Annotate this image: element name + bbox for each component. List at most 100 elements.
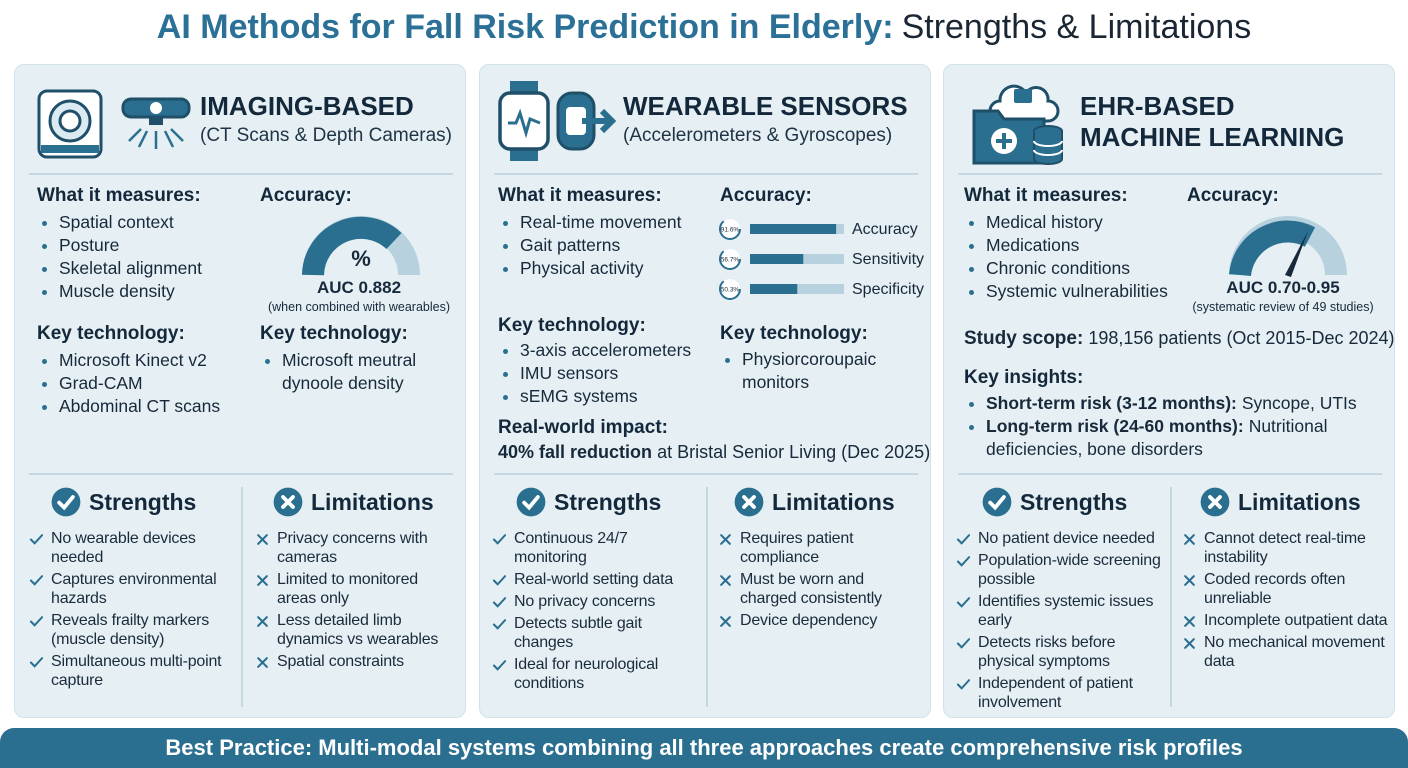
metric-label: 50.3% [721, 287, 740, 294]
icon-stroke [492, 597, 507, 608]
bullet [503, 221, 508, 226]
icon-stroke [956, 638, 971, 649]
icon-stroke [956, 597, 971, 608]
check-icon [956, 556, 971, 567]
section-heading: What it measures: [37, 185, 201, 206]
item-text: No privacy concerns [514, 593, 656, 610]
strengths-heading: Strengths [51, 487, 196, 517]
section-heading: Accuracy: [1187, 185, 1279, 206]
list-item: Identifies systemic issues early [954, 592, 1168, 630]
check-icon [982, 487, 1012, 517]
section-heading: Real-world impact: [498, 417, 668, 438]
list-item: Continuous 24/7 monitoring [490, 529, 702, 567]
limitations-heading: Limitations [1200, 487, 1361, 517]
check-icon [492, 660, 507, 671]
bullet [42, 221, 47, 226]
list-item: No mechanical movement data [1180, 633, 1390, 671]
icon-stroke [29, 534, 44, 545]
bullet [503, 349, 508, 354]
cross-icon [720, 616, 731, 627]
icon-stroke [492, 575, 507, 586]
icon-stroke [956, 679, 971, 690]
list-item: Spatial constraints [253, 652, 458, 671]
heading-text: Strengths [1020, 488, 1128, 515]
list: 3-axis accelerometers IMU sensors sEMG sys… [498, 339, 708, 408]
metric-label: 91.6% [721, 227, 740, 234]
list-item: Medical history [964, 211, 1184, 234]
scope-text: 198,156 patients (Oct 2015-Dec 2024) [1088, 328, 1395, 348]
divider [958, 473, 1382, 475]
bullet [503, 372, 508, 377]
icon-stroke [1184, 638, 1195, 649]
bullet [969, 402, 974, 407]
panel-title: EHR-BASED MACHINE LEARNING [1080, 91, 1345, 152]
metric-bar [750, 284, 798, 294]
check-icon [492, 597, 507, 608]
list: Short-term risk (3-12 months): Syncope, U… [964, 392, 1384, 461]
item-text: Identifies systemic issues early [978, 593, 1154, 629]
check-icon [29, 534, 44, 545]
bullet [42, 244, 47, 249]
accuracy-label: AUC 0.882 [316, 278, 402, 297]
metric-name: Accuracy [852, 221, 918, 238]
divider [29, 173, 453, 175]
list-item: Coded records often unreliable [1180, 570, 1390, 608]
icon-stroke [1184, 616, 1195, 627]
item-text: Independent of patient involvement [978, 675, 1133, 711]
bullet [969, 290, 974, 295]
divider [494, 473, 918, 475]
list: Medical history Medications Chronic condit… [964, 211, 1184, 303]
strengths-heading: Strengths [516, 487, 661, 517]
item-text: Chronic conditions [986, 258, 1130, 278]
cross-icon [1184, 575, 1195, 586]
item-text: Population-wide screening possible [978, 552, 1161, 588]
item-text: Physiorcoroupaic monitors [742, 349, 877, 392]
cross-icon [1184, 638, 1195, 649]
limitations-heading: Limitations [273, 487, 434, 517]
bullet [42, 267, 47, 272]
item-text: Reveals frailty markers (muscle density) [51, 612, 210, 648]
check-icon [516, 487, 546, 517]
icon-stroke [492, 660, 507, 671]
list-item: Real-world setting data [490, 570, 702, 589]
bullet [503, 395, 508, 400]
title: AI Methods for Fall Risk Prediction in E… [0, 8, 1408, 47]
gauge [1229, 216, 1347, 277]
item-text: Posture [59, 235, 120, 255]
icon-circle [982, 487, 1012, 517]
icon-stroke [492, 619, 507, 630]
icon-stroke [257, 616, 268, 627]
icon-stroke [956, 534, 971, 545]
gauge-symbol: % [351, 246, 371, 271]
metric-badge [719, 278, 741, 300]
check-icon [29, 575, 44, 586]
bullet [265, 359, 270, 364]
icon-stroke [281, 495, 295, 509]
list-item: Spatial context [37, 211, 247, 234]
section-heading: What it measures: [498, 185, 662, 206]
item-text: Incomplete outpatient data [1204, 612, 1388, 629]
list: Microsoft meutral dynoole density [260, 349, 440, 395]
list-item: IMU sensors [498, 362, 708, 385]
icon-stroke [257, 575, 268, 586]
check-icon [492, 575, 507, 586]
list-item: Incomplete outpatient data [1180, 611, 1390, 630]
check-icon [492, 619, 507, 630]
item-text: sEMG systems [520, 386, 638, 406]
list-item: Must be worn and charged consistently [716, 570, 921, 608]
list-item: Real-time movement [498, 211, 708, 234]
list-item: Privacy concerns with cameras [253, 529, 458, 567]
icon-stroke [29, 657, 44, 668]
item-text: Skeletal alignment [59, 258, 202, 278]
list: Continuous 24/7 monitoring Real-world set… [490, 529, 702, 696]
item-text: Detects subtle gait changes [514, 615, 642, 651]
item-text: Cannot detect real-time instability [1204, 530, 1366, 566]
item-text: Real-world setting data [514, 571, 674, 588]
cross-icon [257, 575, 268, 586]
item-text: Captures environmental hazards [51, 571, 217, 607]
icon-stroke [720, 575, 731, 586]
item-text: Device dependency [740, 612, 878, 629]
divider [494, 173, 918, 175]
check-icon [956, 597, 971, 608]
